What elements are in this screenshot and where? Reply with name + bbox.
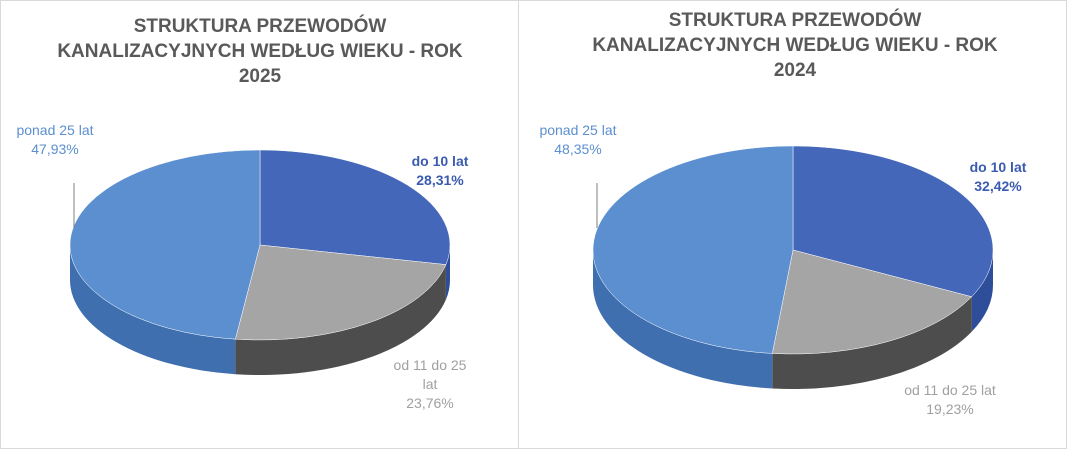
value-label: 48,35% (554, 141, 602, 157)
chart-title: STRUKTURA PRZEWODÓW KANALIZACYJNYCH WEDŁ… (57, 16, 463, 87)
slice-side (235, 264, 446, 375)
value-label: 32,42% (974, 178, 1022, 194)
data-label: od 11 do 25 lat 23,76% (390, 356, 470, 413)
category-label: od 11 do 25 lat (904, 382, 996, 398)
category-label: ponad 25 lat (16, 122, 94, 138)
slice-side (971, 250, 993, 332)
category-label: ponad 25 lat (539, 122, 617, 138)
value-label: 47,93% (31, 141, 79, 157)
category-label: do 10 lat (969, 159, 1027, 175)
value-label: 19,23% (926, 401, 974, 417)
data-label: do 10 lat 32,42% (953, 158, 1043, 196)
data-label: ponad 25 lat 47,93% (15, 121, 95, 159)
slice (592, 145, 794, 354)
chart-title: STRUKTURA PRZEWODÓW KANALIZACYJNYCH WEDŁ… (592, 10, 998, 81)
slice (69, 149, 261, 340)
slice (235, 244, 447, 341)
value-label: 23,76% (406, 395, 454, 411)
slice (259, 149, 451, 265)
category-label: od 11 do 25 lat (393, 357, 467, 392)
slice (772, 249, 973, 355)
slice-side (445, 245, 451, 300)
data-label: do 10 lat 28,31% (395, 152, 485, 190)
slice-side (70, 245, 236, 375)
slice-side (593, 250, 773, 389)
slice-side (772, 296, 972, 389)
slice (792, 145, 994, 298)
data-label: ponad 25 lat 48,35% (538, 121, 618, 159)
data-label: od 11 do 25 lat 19,23% (895, 381, 1005, 419)
value-label: 28,31% (416, 172, 464, 188)
category-label: do 10 lat (411, 153, 469, 169)
